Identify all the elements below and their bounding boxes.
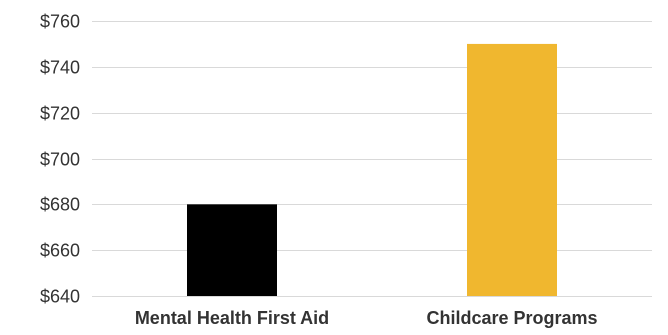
y-tick-label: $760 (40, 12, 80, 32)
x-category-label: Childcare Programs (426, 308, 597, 328)
bars (187, 43, 557, 296)
y-axis-tick-labels: $640 $660 $680 $700 $720 $740 $760 (40, 12, 80, 307)
y-tick-label: $640 (40, 287, 80, 307)
y-tick-label: $680 (40, 195, 80, 215)
y-tick-label: $660 (40, 241, 80, 261)
y-tick-label: $720 (40, 104, 80, 124)
bar-mental-health-first-aid (187, 204, 277, 296)
x-category-label: Mental Health First Aid (135, 308, 329, 328)
gridlines (92, 21, 652, 297)
x-axis-category-labels: Mental Health First Aid Childcare Program… (135, 308, 598, 328)
y-tick-label: $740 (40, 58, 80, 78)
bar-childcare-programs (467, 43, 557, 296)
y-tick-label: $700 (40, 150, 80, 170)
